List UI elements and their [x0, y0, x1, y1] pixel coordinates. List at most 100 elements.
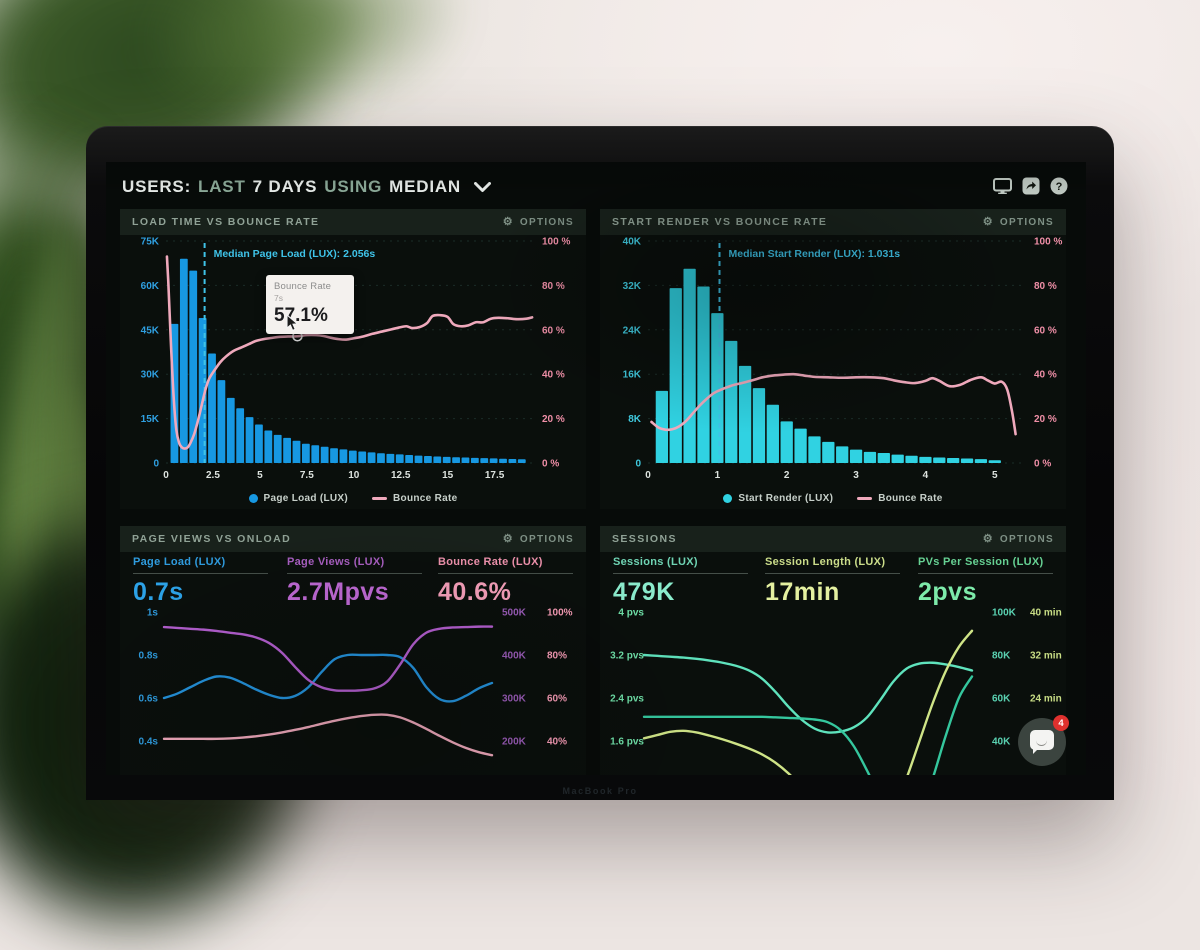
metric-label: Session Length (LUX) — [765, 556, 886, 568]
chart-legend: Page Load (LUX) Bounce Rate — [120, 493, 586, 504]
svg-text:40 %: 40 % — [542, 370, 565, 381]
header-segment: MEDIAN — [389, 177, 461, 196]
svg-text:80 %: 80 % — [1034, 281, 1057, 292]
dashboard-filter-dropdown[interactable]: USERS: LAST 7 DAYS USING MEDIAN — [122, 174, 491, 200]
svg-text:40 %: 40 % — [1034, 370, 1057, 381]
help-icon[interactable]: ? — [1049, 176, 1068, 195]
gear-icon: ⚙ — [502, 532, 514, 545]
laptop: USERS: LAST 7 DAYS USING MEDIAN ? LOAD T… — [86, 126, 1114, 800]
metric-value: 2pvs — [918, 578, 977, 606]
svg-text:60K: 60K — [141, 281, 160, 292]
panel-title: LOAD TIME VS BOUNCE RATE — [132, 216, 320, 228]
svg-text:7.5: 7.5 — [300, 470, 314, 481]
metric-session-length: Session Length (LUX) 17min — [765, 556, 907, 607]
metric-underline — [133, 573, 268, 574]
legend-label: Bounce Rate — [878, 493, 943, 504]
svg-text:1: 1 — [715, 470, 721, 481]
svg-text:400K: 400K — [502, 651, 527, 662]
panel-page-views-vs-onload: PAGE VIEWS VS ONLOAD ⚙ OPTIONS Page Load … — [120, 526, 586, 775]
metric-underline — [613, 573, 748, 574]
svg-text:10: 10 — [348, 470, 360, 481]
svg-text:1.6 pvs: 1.6 pvs — [610, 737, 644, 748]
svg-text:32 min: 32 min — [1030, 651, 1062, 662]
svg-text:45K: 45K — [141, 325, 160, 336]
svg-text:24 min: 24 min — [1030, 694, 1062, 705]
legend-item: Start Render (LUX) — [723, 493, 833, 504]
load-time-histogram-chart[interactable]: 75K 100 % 60K 80 % 45K 60 % 30K 40 % 15K 20 % 0 0 %… — [120, 235, 586, 487]
svg-text:5: 5 — [257, 470, 263, 481]
svg-text:24K: 24K — [623, 325, 642, 336]
chart-legend: Start Render (LUX) Bounce Rate — [600, 493, 1066, 504]
chat-notification-badge: 4 — [1053, 715, 1069, 731]
svg-text:80K: 80K — [992, 651, 1011, 662]
header-segment: LAST — [198, 177, 246, 196]
svg-text:60 %: 60 % — [1034, 325, 1057, 336]
metric-underline — [287, 573, 422, 574]
svg-text:0 %: 0 % — [1034, 459, 1051, 470]
sessions-line-chart[interactable]: 4 pvs 3.2 pvs 2.4 pvs 1.6 pvs 100K 80K 60K 40K 4… — [600, 603, 1066, 775]
svg-text:0: 0 — [163, 470, 169, 481]
tooltip-series-label: Bounce Rate — [274, 281, 332, 292]
options-button[interactable]: ⚙ OPTIONS — [502, 215, 574, 228]
svg-text:0 %: 0 % — [542, 459, 559, 470]
metric-label: Page Views (LUX) — [287, 556, 385, 568]
svg-text:200K: 200K — [502, 737, 527, 748]
metric-sessions: Sessions (LUX) 479K — [613, 556, 755, 607]
svg-text:60%: 60% — [547, 694, 567, 705]
legend-item: Bounce Rate — [372, 493, 457, 504]
header-toolbar: ? — [993, 176, 1068, 195]
svg-text:20 %: 20 % — [542, 414, 565, 425]
metric-value: 2.7Mpvs — [287, 578, 390, 606]
svg-text:Median Start Render (LUX): 1.0: Median Start Render (LUX): 1.031s — [729, 248, 901, 260]
svg-text:3: 3 — [853, 470, 859, 481]
svg-text:2.5: 2.5 — [206, 470, 220, 481]
legend-dot-marker — [723, 494, 733, 503]
panel-title: START RENDER VS BOUNCE RATE — [612, 216, 828, 228]
legend-line-marker — [857, 497, 873, 500]
svg-text:32K: 32K — [623, 281, 642, 292]
display-icon[interactable] — [993, 176, 1012, 195]
svg-text:4: 4 — [923, 470, 929, 481]
chevron-down-icon[interactable] — [474, 181, 491, 193]
svg-text:60 %: 60 % — [542, 325, 565, 336]
legend-label: Start Render (LUX) — [738, 493, 834, 504]
options-button[interactable]: ⚙ OPTIONS — [502, 532, 574, 545]
legend-dot-marker — [248, 494, 258, 503]
header-segment: 7 DAYS — [252, 177, 318, 196]
metric-underline — [765, 573, 900, 574]
chart-tooltip: Bounce Rate 7s 57.1% — [266, 275, 354, 334]
options-button[interactable]: ⚙ OPTIONS — [982, 215, 1054, 228]
header-segment: USERS: — [122, 177, 192, 196]
share-icon[interactable] — [1021, 176, 1040, 195]
svg-text:3.2 pvs: 3.2 pvs — [610, 651, 644, 662]
panel-title: SESSIONS — [612, 533, 677, 545]
gear-icon: ⚙ — [982, 532, 994, 545]
svg-text:8K: 8K — [628, 414, 642, 425]
page-views-line-chart[interactable]: 1s 0.8s 0.6s 0.4s 500K 400K 300K 200K 100% 80% 60%… — [120, 603, 586, 775]
legend-item: Page Load (LUX) — [248, 493, 349, 504]
start-render-histogram-chart[interactable]: 40K 100 % 32K 80 % 24K 60 % 16K 40 % 8K 20 % 0 0 % 0… — [600, 235, 1066, 487]
panel-load-time-vs-bounce-rate: LOAD TIME VS BOUNCE RATE ⚙ OPTIONS 75K 100… — [120, 209, 586, 509]
svg-text:100 %: 100 % — [542, 237, 570, 248]
options-button[interactable]: ⚙ OPTIONS — [982, 532, 1054, 545]
svg-text:60K: 60K — [992, 694, 1011, 705]
chat-bubble-icon — [1030, 730, 1054, 750]
metric-value: 479K — [613, 578, 675, 606]
svg-text:0: 0 — [635, 459, 641, 470]
svg-text:2.4 pvs: 2.4 pvs — [610, 694, 644, 705]
svg-text:?: ? — [1055, 181, 1062, 193]
svg-text:100 %: 100 % — [1034, 237, 1062, 248]
metric-page-load: Page Load (LUX) 0.7s — [133, 556, 275, 607]
tooltip-value: 57.1% — [274, 305, 328, 326]
metric-value: 17min — [765, 578, 840, 606]
metric-page-views: Page Views (LUX) 2.7Mpvs — [287, 556, 429, 607]
svg-text:12.5: 12.5 — [391, 470, 411, 481]
legend-label: Page Load (LUX) — [263, 493, 349, 504]
metric-underline — [438, 573, 573, 574]
chat-widget-button[interactable]: 4 — [1018, 715, 1069, 766]
metric-value: 40.6% — [438, 578, 512, 606]
metric-label: PVs Per Session (LUX) — [918, 556, 1044, 568]
svg-text:5: 5 — [992, 470, 998, 481]
chat-smile-icon — [1036, 739, 1047, 746]
svg-text:0.6s: 0.6s — [139, 694, 159, 705]
